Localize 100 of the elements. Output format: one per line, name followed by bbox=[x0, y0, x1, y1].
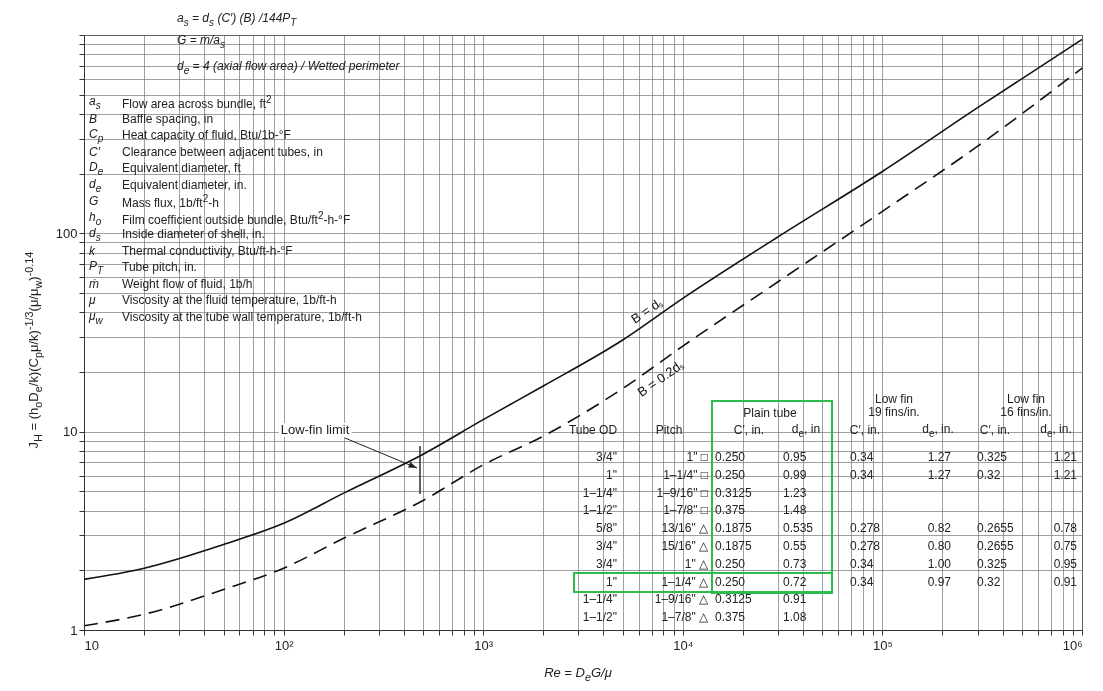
x-tick-label: 10⁵ bbox=[872, 637, 893, 653]
annotation: 1.21 bbox=[1053, 450, 1077, 465]
annotation: 0.32 bbox=[977, 468, 1001, 483]
annotation: 0.278 bbox=[850, 521, 881, 536]
annotation: 1–9/16" △ bbox=[654, 592, 708, 607]
annotation: 0.375 bbox=[715, 610, 746, 625]
text: ṁ Weight flow of fluid, 1b/h bbox=[89, 276, 253, 291]
annotation: Low fin 16 fins/in. bbox=[1000, 391, 1052, 420]
annotation: 0.78 bbox=[1053, 521, 1077, 536]
text: d$_{s}$ Inside diameter of shell, in. bbox=[89, 226, 265, 243]
text: a$_{s}$ Flow area across bundle, ft$^{2}$ bbox=[89, 94, 272, 112]
annotation: 0.82 bbox=[927, 521, 951, 536]
annotation: 1–1/4" △ bbox=[661, 575, 708, 590]
annotation: G = ṁ/a$_{s}$ bbox=[177, 33, 226, 50]
annotation: 1–7/8" □ bbox=[663, 503, 708, 518]
annotation: 1.23 bbox=[783, 486, 807, 501]
annotation: 0.34 bbox=[850, 575, 874, 590]
text: G Mass flux, 1b/ft$^{2}$-h bbox=[89, 193, 219, 211]
annotation: 1" △ bbox=[684, 557, 708, 572]
x-tick-label: 10⁶ bbox=[1062, 637, 1083, 653]
annotation: 1–1/4" bbox=[582, 486, 617, 501]
annotation: 0.80 bbox=[927, 539, 951, 554]
text: μ$_{w}$ Viscosity at the tube wall temperature, 1b/ft-h bbox=[89, 308, 362, 326]
annotation: 1.21 bbox=[1053, 468, 1077, 483]
annotation: d$_{e}$ = 4 (axial flow area) / Wetted perimeter bbox=[177, 59, 400, 76]
annotation: 0.250 bbox=[715, 557, 746, 572]
annotation: 1–7/8" △ bbox=[661, 610, 708, 625]
annotation: 0.325 bbox=[977, 557, 1008, 572]
annotation: 0.2655 bbox=[977, 539, 1014, 554]
annotation: 5/8" bbox=[596, 521, 617, 536]
annotation: 0.97 bbox=[927, 575, 951, 590]
annotation: 3/4" bbox=[596, 539, 617, 554]
annotation: 1" bbox=[606, 575, 617, 590]
annotation: 0.3125 bbox=[715, 486, 752, 501]
annotation: d$_{e}$, in. bbox=[1040, 422, 1072, 439]
y-tick-label: 1 bbox=[70, 622, 78, 638]
annotation: 0.2655 bbox=[977, 521, 1014, 536]
annotation: 13/16" △ bbox=[661, 521, 708, 536]
text: C$_{p}$ Heat capacity of fluid, Btu/1b-°F bbox=[89, 127, 291, 144]
annotation: 0.73 bbox=[783, 557, 807, 572]
annotation: 0.91 bbox=[783, 592, 807, 607]
annotation: d$_{e}$, in. bbox=[922, 422, 954, 439]
annotation: 1–1/4" □ bbox=[663, 468, 708, 483]
annotation: 0.95 bbox=[1053, 557, 1077, 572]
annotation: 0.3125 bbox=[715, 592, 752, 607]
annotation: 0.250 bbox=[715, 450, 746, 465]
annotation: 0.95 bbox=[783, 450, 807, 465]
y-tick-label: 10 bbox=[63, 424, 78, 440]
annotation: 0.1875 bbox=[715, 539, 752, 554]
annotation: 1.00 bbox=[927, 557, 951, 572]
annotation: Tube OD bbox=[568, 423, 618, 438]
annotation: Low-fin limit bbox=[278, 421, 352, 438]
annotation: 0.34 bbox=[850, 450, 874, 465]
annotation: 15/16" △ bbox=[661, 539, 708, 554]
annotation: 0.34 bbox=[850, 468, 874, 483]
text: B Baffle spacing, in bbox=[89, 111, 214, 126]
y-tick-label: 100 bbox=[55, 225, 78, 241]
annotation: 1.48 bbox=[783, 503, 807, 518]
x-tick-label: 10 bbox=[84, 637, 99, 653]
annotation: 0.75 bbox=[1053, 539, 1077, 554]
annotation: Plain tube bbox=[743, 406, 797, 421]
annotation: C′, in. bbox=[979, 423, 1011, 438]
annotation: Low fin 19 fins/in. bbox=[868, 391, 920, 420]
annotation: 1.27 bbox=[927, 468, 951, 483]
annotation: 0.55 bbox=[783, 539, 807, 554]
annotation: 3/4" bbox=[596, 557, 617, 572]
x-tick-label: 10⁴ bbox=[673, 637, 694, 653]
annotation: 0.32 bbox=[977, 575, 1001, 590]
annotation: 0.1875 bbox=[715, 521, 752, 536]
text: P$_{T}$ Tube pitch, in. bbox=[89, 259, 197, 276]
annotation: 0.535 bbox=[783, 521, 814, 536]
annotation: 1–1/2" bbox=[582, 503, 617, 518]
annotation: 1" bbox=[606, 468, 617, 483]
annotation: 0.91 bbox=[1053, 575, 1077, 590]
x-tick-label: 10³ bbox=[474, 637, 494, 653]
annotation: 0.99 bbox=[783, 468, 807, 483]
annotation: 1.27 bbox=[927, 450, 951, 465]
annotation: 1–9/16" □ bbox=[656, 486, 708, 501]
annotation: d$_{e}$, in bbox=[791, 422, 821, 439]
annotation: C′, in. bbox=[733, 423, 765, 438]
annotation: 0.325 bbox=[977, 450, 1008, 465]
annotation: 0.375 bbox=[715, 503, 746, 518]
text: h$_{o}$ Film coefficient outside bundle, Btu/ft$^{2}$-h-°F bbox=[89, 209, 351, 227]
text: k Thermal conductivity, Btu/ft-h-°F bbox=[89, 243, 293, 258]
annotation: 1–1/4" bbox=[582, 592, 617, 607]
annotation: Pitch bbox=[655, 423, 683, 438]
text: C′ Clearance between adjacent tubes, in bbox=[89, 144, 323, 159]
annotation: 1–1/2" bbox=[582, 610, 617, 625]
text: B = dₛ bbox=[628, 294, 666, 327]
text: d$_{e}$ Equivalent diameter, in. bbox=[89, 176, 247, 194]
x-axis-title: Re = D$_{e}$G/μ bbox=[544, 665, 612, 684]
annotation: 0.34 bbox=[850, 557, 874, 572]
annotation: 0.278 bbox=[850, 539, 881, 554]
x-tick-label: 10² bbox=[274, 637, 295, 653]
annotation: 1.08 bbox=[783, 610, 807, 625]
text: D$_{e}$ Equivalent diameter, ft bbox=[89, 160, 241, 177]
annotation: 0.72 bbox=[783, 575, 807, 590]
text: a$_{s}$ = d$_{s}$ (C′) (B) /144P$_{T}$ bbox=[177, 11, 297, 28]
annotation: 3/4" bbox=[596, 450, 617, 465]
text: μ Viscosity at the fluid temperature, 1b/ft-h bbox=[89, 293, 337, 308]
